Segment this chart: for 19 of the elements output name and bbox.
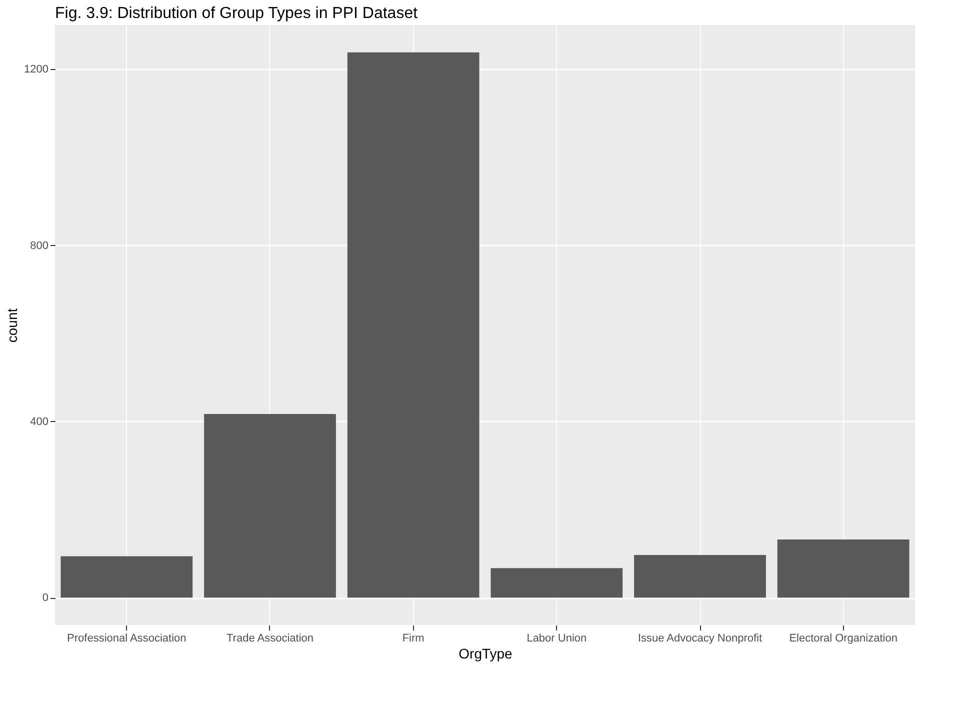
- chart-title: Fig. 3.9: Distribution of Group Types in PPI Dataset: [55, 5, 418, 22]
- x-tick-label: Firm: [402, 632, 424, 644]
- x-tick-label: Professional Association: [67, 632, 186, 644]
- y-tick-label: 0: [42, 592, 48, 604]
- y-tick-label: 1200: [24, 64, 48, 76]
- bar: [347, 52, 480, 598]
- x-tick-label: Electoral Organization: [789, 632, 898, 644]
- y-axis-title: count: [4, 308, 20, 343]
- x-tick-label: Trade Association: [226, 632, 314, 644]
- bar: [204, 414, 336, 598]
- x-tick-label: Issue Advocacy Nonprofit: [638, 632, 762, 644]
- bar: [490, 568, 623, 598]
- x-axis-title: OrgType: [458, 646, 513, 662]
- bar: [60, 556, 193, 598]
- bar: [634, 554, 766, 598]
- x-tick-label: Labor Union: [526, 632, 587, 644]
- y-tick-label: 800: [30, 240, 48, 252]
- bar: [777, 540, 910, 598]
- y-tick-label: 400: [30, 416, 48, 428]
